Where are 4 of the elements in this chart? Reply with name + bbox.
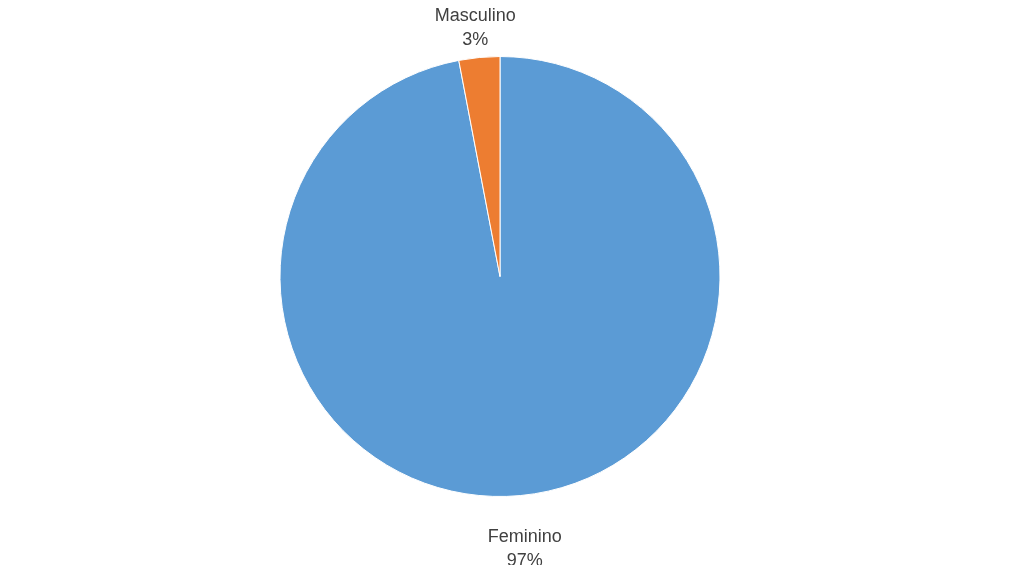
pie-slice <box>279 56 721 497</box>
data-label: 3% <box>462 28 489 49</box>
slice-label: Masculino <box>434 4 516 25</box>
slice-label: Feminino <box>487 526 562 547</box>
